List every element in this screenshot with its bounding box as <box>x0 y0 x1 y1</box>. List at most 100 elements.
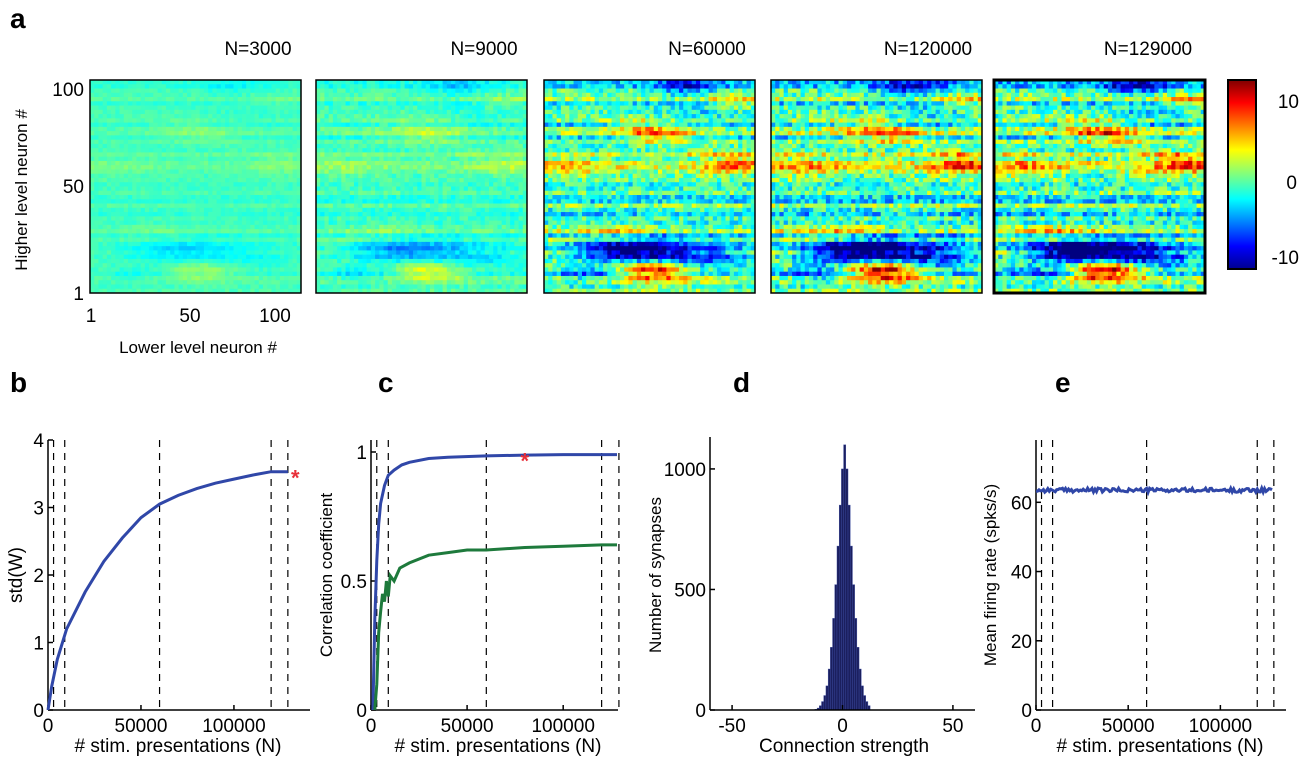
panel-letter-b: b <box>10 367 27 398</box>
xtick-label: 100000 <box>202 716 265 737</box>
e-ylabel: Mean firing rate (spks/s) <box>981 484 1000 666</box>
heatmap-4 <box>770 79 983 294</box>
histogram-bar <box>836 545 840 711</box>
ytick-label: 1 <box>356 443 367 464</box>
panel-d-histogram: 0 500 1000 -50 0 50 Connection strength Numb… <box>646 437 975 757</box>
panel-letter-e: e <box>1055 367 1071 398</box>
xticks-d: -50 0 50 <box>718 705 963 737</box>
d-ylabel: Number of synapses <box>646 497 665 653</box>
ytick-label: 0 <box>33 701 44 722</box>
xticks-b: 0 50000 100000 <box>43 705 266 737</box>
panel-c-correlation-plot: 0 0.5 1 0 50000 100000 * # stim. presentatio… <box>317 440 620 757</box>
yticks-e: 0 20 40 60 <box>1011 493 1041 722</box>
ytick-label: 4 <box>33 431 44 452</box>
xtick-label: 0 <box>837 716 848 737</box>
heatmap-title-2: N=9000 <box>450 39 517 60</box>
heatmap-frame-5 <box>992 78 1207 295</box>
histogram-bar <box>841 468 844 711</box>
panel-letter-c: c <box>378 367 394 398</box>
ytick-label: 1 <box>33 634 44 655</box>
heatmap-frame-2 <box>315 79 528 294</box>
b-marker-star: * <box>291 466 300 491</box>
histogram-bar <box>823 695 827 711</box>
heatmap-title-3: N=60000 <box>668 39 746 60</box>
colorbar-tick-10: 10 <box>1278 92 1299 113</box>
heatmap-2 <box>315 79 528 294</box>
ytick-label: 500 <box>674 580 706 601</box>
colorbar-tick-0: 0 <box>1286 173 1297 194</box>
c-xlabel: # stim. presentations (N) <box>395 736 602 757</box>
ytick-label: 40 <box>1011 563 1032 584</box>
histogram-bars <box>814 444 871 711</box>
histogram-bar <box>865 701 869 711</box>
c-series-green <box>373 543 617 711</box>
xtick-label: -50 <box>718 716 745 737</box>
yticks-b: 0 1 2 3 4 <box>33 431 53 722</box>
heatmap-frame-3 <box>543 79 756 294</box>
panel-a-heatmaps: N=3000 N=9000 N=60000 N=120000 N=129000 … <box>12 39 1299 357</box>
heatmap-frame-1 <box>89 79 302 294</box>
ytick-label: 1000 <box>664 460 706 481</box>
histogram-bar <box>827 668 831 711</box>
heatmap-frame-4 <box>770 79 983 294</box>
xtick-label: 100000 <box>1189 716 1252 737</box>
histogram-bar <box>821 701 824 711</box>
heatmap-title-4: N=120000 <box>884 39 972 60</box>
ytick-label: 2 <box>33 566 44 587</box>
xticks-c: 0 50000 100000 <box>366 705 595 737</box>
heatmap-ytick-100: 100 <box>52 80 84 101</box>
xtick-label: 0 <box>43 716 54 737</box>
histogram-bar <box>854 618 858 711</box>
c-marker-star: * <box>520 449 529 474</box>
yticks-d: 0 500 1000 <box>664 460 715 722</box>
ytick-label: 0.5 <box>341 572 367 593</box>
histogram-bar <box>847 504 851 711</box>
histogram-bar <box>843 444 847 711</box>
heatmap-1 <box>89 79 302 294</box>
panel-b-std-plot: 0 1 2 3 4 0 50000 100000 * # stim. presentatio… <box>6 431 310 757</box>
colorbar-tick-neg10: -10 <box>1272 248 1299 269</box>
vlines-b <box>52 440 289 710</box>
panel-letter-d: d <box>733 367 750 398</box>
heatmap-ytick-50: 50 <box>63 177 84 198</box>
vlines-e <box>1040 440 1275 710</box>
histogram-bar <box>850 545 853 711</box>
histogram-bar <box>825 685 829 711</box>
ytick-label: 0 <box>356 701 367 722</box>
xtick-label: 0 <box>1031 716 1042 737</box>
histogram-bar <box>838 504 842 711</box>
ytick-label: 0 <box>695 701 706 722</box>
histogram-bar <box>856 647 860 711</box>
heatmap-title-5: N=129000 <box>1104 39 1192 60</box>
histogram-bar <box>830 647 833 711</box>
d-xlabel: Connection strength <box>759 736 929 757</box>
histogram-bar <box>863 695 866 711</box>
heatmap-xtick-100: 100 <box>259 306 291 327</box>
panel-letter-a: a <box>10 3 26 34</box>
heatmap-5 <box>992 78 1207 295</box>
heatmap-xtick-50: 50 <box>179 306 200 327</box>
b-std-line <box>46 470 288 711</box>
ytick-label: 3 <box>33 499 44 520</box>
heatmap-ytick-1: 1 <box>73 284 84 305</box>
xtick-label: 100000 <box>531 716 594 737</box>
b-ylabel: std(W) <box>6 547 27 603</box>
heatmap-ylabel: Higher level neuron # <box>12 109 31 271</box>
c-series-blue <box>371 453 617 711</box>
ytick-label: 0 <box>1021 701 1032 722</box>
xticks-e: 0 50000 100000 <box>1031 705 1252 737</box>
xtick-label: 50000 <box>115 716 168 737</box>
ytick-label: 60 <box>1011 493 1032 514</box>
xtick-label: 50000 <box>1102 716 1155 737</box>
heatmap-xlabel: Lower level neuron # <box>119 338 277 357</box>
e-rate-line <box>1035 484 1273 497</box>
e-xlabel: # stim. presentations (N) <box>1057 736 1264 757</box>
histogram-bar <box>845 468 849 711</box>
histogram-bar <box>858 668 862 711</box>
histogram-bar <box>852 584 855 711</box>
heatmap-xtick-1: 1 <box>86 306 97 327</box>
ytick-label: 20 <box>1011 632 1032 653</box>
histogram-bar <box>832 618 835 711</box>
histogram-bar <box>861 685 864 711</box>
